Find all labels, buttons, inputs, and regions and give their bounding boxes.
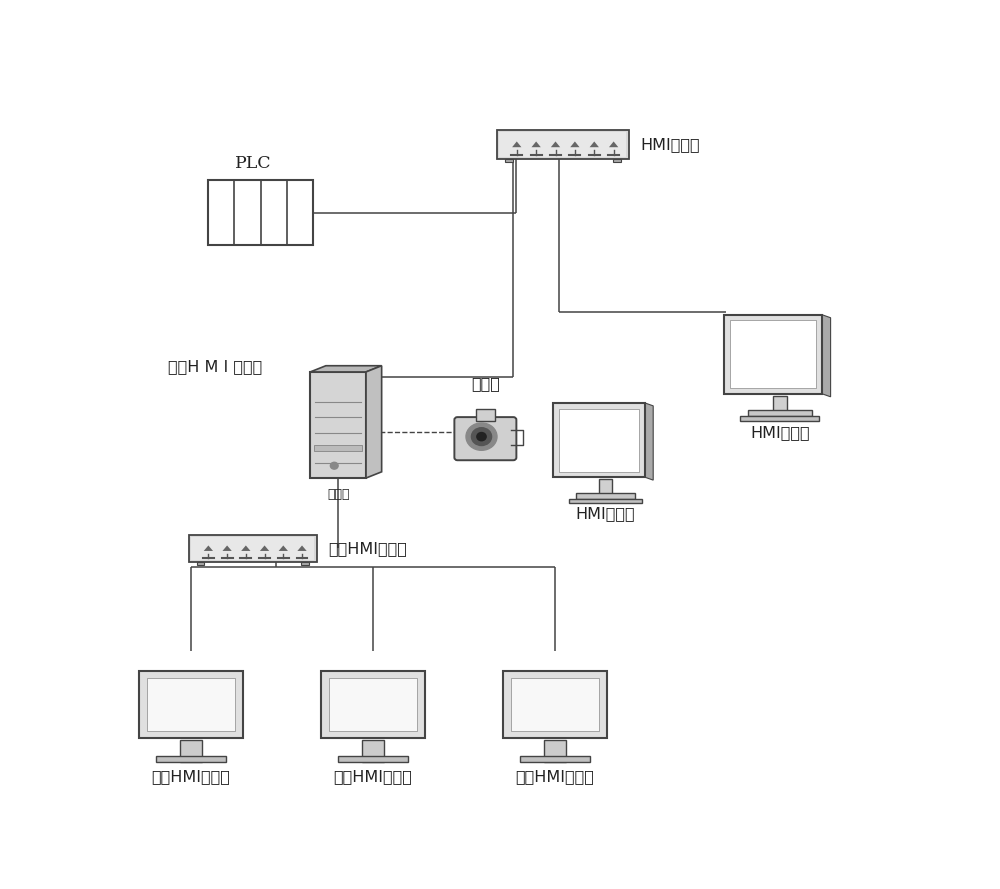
Polygon shape <box>310 365 382 372</box>
Text: 虚拟HMI客户端: 虚拟HMI客户端 <box>151 769 230 783</box>
FancyBboxPatch shape <box>338 757 408 762</box>
FancyBboxPatch shape <box>191 537 314 560</box>
FancyBboxPatch shape <box>321 671 425 738</box>
FancyBboxPatch shape <box>329 677 417 732</box>
FancyBboxPatch shape <box>503 671 607 738</box>
Circle shape <box>466 423 497 451</box>
FancyBboxPatch shape <box>454 417 516 461</box>
Polygon shape <box>279 546 288 551</box>
Text: PLC: PLC <box>235 155 271 172</box>
Polygon shape <box>512 141 521 148</box>
FancyBboxPatch shape <box>139 671 243 738</box>
FancyBboxPatch shape <box>569 499 642 503</box>
FancyBboxPatch shape <box>773 396 787 416</box>
Circle shape <box>477 433 486 441</box>
Polygon shape <box>366 365 382 478</box>
FancyBboxPatch shape <box>208 180 313 245</box>
Text: HMI交换机: HMI交换机 <box>640 137 700 152</box>
Text: 虚拟HMI客户端: 虚拟HMI客户端 <box>516 769 595 783</box>
Polygon shape <box>297 546 307 551</box>
FancyBboxPatch shape <box>576 493 635 499</box>
FancyBboxPatch shape <box>362 741 384 762</box>
FancyBboxPatch shape <box>310 372 366 478</box>
Text: 服务器: 服务器 <box>327 488 349 501</box>
FancyBboxPatch shape <box>476 409 495 420</box>
FancyBboxPatch shape <box>553 403 645 477</box>
FancyBboxPatch shape <box>724 315 822 394</box>
FancyBboxPatch shape <box>730 320 816 388</box>
Text: 虚拟HMI客户端: 虚拟HMI客户端 <box>334 769 412 783</box>
Polygon shape <box>609 141 618 148</box>
Polygon shape <box>222 546 232 551</box>
FancyBboxPatch shape <box>748 410 812 416</box>
FancyBboxPatch shape <box>544 741 566 762</box>
FancyBboxPatch shape <box>197 562 204 565</box>
Text: 虚拟H M I 服务器: 虚拟H M I 服务器 <box>168 358 262 373</box>
Polygon shape <box>570 141 580 148</box>
Text: HMI客户端: HMI客户端 <box>576 506 635 521</box>
Polygon shape <box>645 403 653 480</box>
Polygon shape <box>241 546 250 551</box>
FancyBboxPatch shape <box>613 159 621 162</box>
Polygon shape <box>551 141 560 148</box>
Polygon shape <box>204 546 213 551</box>
FancyBboxPatch shape <box>511 677 599 732</box>
FancyBboxPatch shape <box>189 534 317 562</box>
Text: 摄像机: 摄像机 <box>471 376 500 391</box>
FancyBboxPatch shape <box>499 132 626 156</box>
FancyBboxPatch shape <box>497 130 629 159</box>
Polygon shape <box>822 315 831 396</box>
Text: 虚拟HMI交换机: 虚拟HMI交换机 <box>328 541 407 556</box>
FancyBboxPatch shape <box>314 445 362 451</box>
FancyBboxPatch shape <box>180 741 202 762</box>
FancyBboxPatch shape <box>520 757 590 762</box>
FancyBboxPatch shape <box>156 757 226 762</box>
Polygon shape <box>260 546 269 551</box>
Circle shape <box>471 428 492 445</box>
FancyBboxPatch shape <box>301 562 309 565</box>
Circle shape <box>330 462 338 469</box>
FancyBboxPatch shape <box>740 416 819 421</box>
FancyBboxPatch shape <box>599 479 612 499</box>
FancyBboxPatch shape <box>559 409 639 472</box>
Text: HMI客户端: HMI客户端 <box>750 425 810 440</box>
Polygon shape <box>590 141 599 148</box>
Polygon shape <box>531 141 541 148</box>
FancyBboxPatch shape <box>147 677 235 732</box>
FancyBboxPatch shape <box>505 159 512 162</box>
